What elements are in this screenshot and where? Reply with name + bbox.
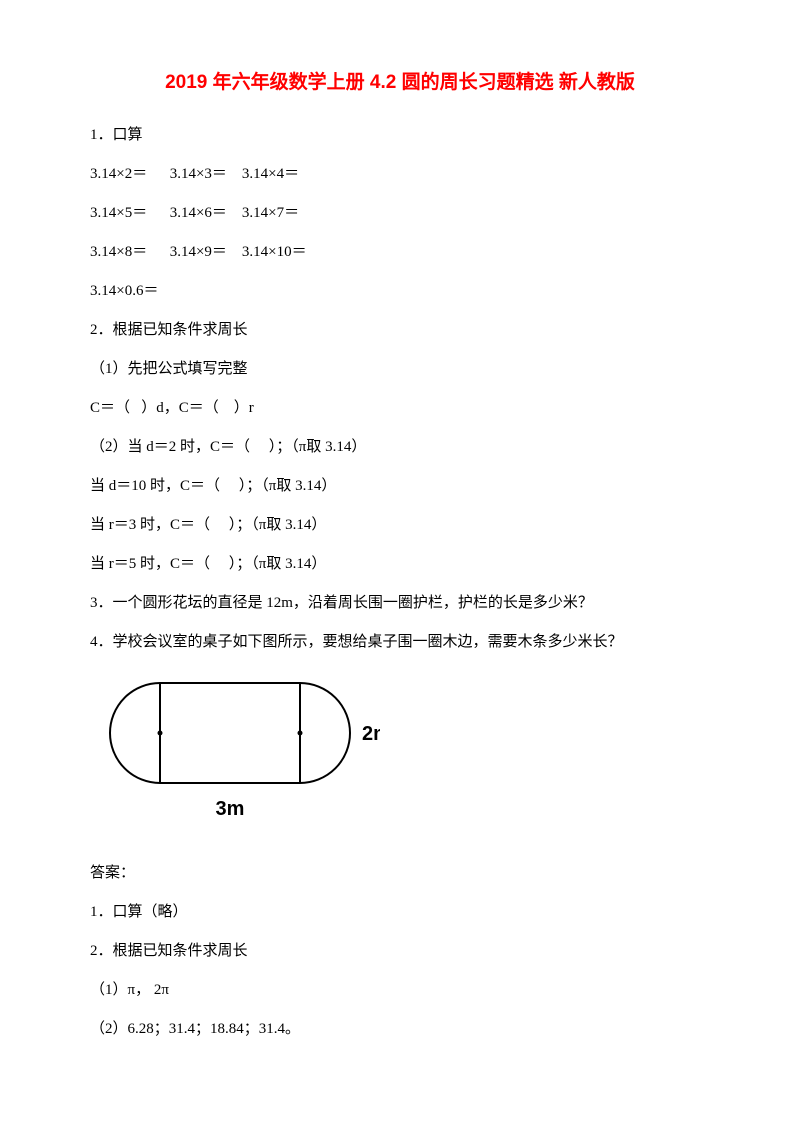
q1-row1: 3.14×2＝ 3.14×3＝ 3.14×4＝ [90,164,710,185]
answer-1: 1．口算（略） [90,902,710,923]
answers-heading: 答案： [90,863,710,884]
q1-heading: 1．口算 [90,125,710,146]
svg-text:2m: 2m [362,723,380,745]
answer-2-1: （1）π， 2π [90,980,710,1001]
page-title: 2019 年六年级数学上册 4.2 圆的周长习题精选 新人教版 [90,70,710,97]
q2-sub1: （1）先把公式填写完整 [90,359,710,380]
answer-2-heading: 2．根据已知条件求周长 [90,941,710,962]
q2-r3: 当 r＝3 时，C＝（ ）；（π取 3.14） [90,515,710,536]
q2-formula: C＝（ ）d，C＝（ ）r [90,398,710,419]
stadium-shape-svg: 2m 3m [90,671,380,836]
q1-row3: 3.14×8＝ 3.14×9＝ 3.14×10＝ [90,242,710,263]
q1-row2: 3.14×5＝ 3.14×6＝ 3.14×7＝ [90,203,710,224]
q2-d2: （2）当 d＝2 时，C＝（ ）；（π取 3.14） [90,437,710,458]
table-diagram: 2m 3m [90,671,710,843]
q4-text: 4．学校会议室的桌子如下图所示，要想给桌子围一圈木边，需要木条多少米长？ [90,632,710,653]
q1-row4: 3.14×0.6＝ [90,281,710,302]
svg-text:3m: 3m [216,798,245,820]
q2-heading: 2．根据已知条件求周长 [90,320,710,341]
q2-d10: 当 d＝10 时，C＝（ ）；（π取 3.14） [90,476,710,497]
q3-text: 3．一个圆形花坛的直径是 12m，沿着周长围一圈护栏，护栏的长是多少米？ [90,593,710,614]
q2-r5: 当 r＝5 时，C＝（ ）；（π取 3.14） [90,554,710,575]
answer-2-2: （2）6.28；31.4；18.84；31.4。 [90,1019,710,1040]
